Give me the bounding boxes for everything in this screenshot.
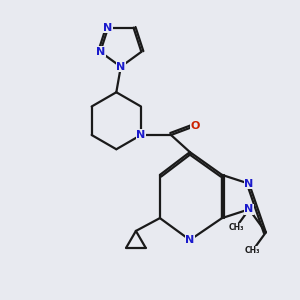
Text: N: N [136, 130, 146, 140]
Text: CH₃: CH₃ [245, 246, 260, 255]
Text: O: O [190, 121, 200, 131]
Text: N: N [244, 179, 254, 189]
Text: N: N [116, 62, 125, 72]
Text: N: N [244, 204, 254, 214]
Text: N: N [185, 235, 194, 245]
Text: CH₃: CH₃ [228, 223, 244, 232]
Text: N: N [103, 23, 113, 33]
Text: N: N [96, 47, 105, 57]
